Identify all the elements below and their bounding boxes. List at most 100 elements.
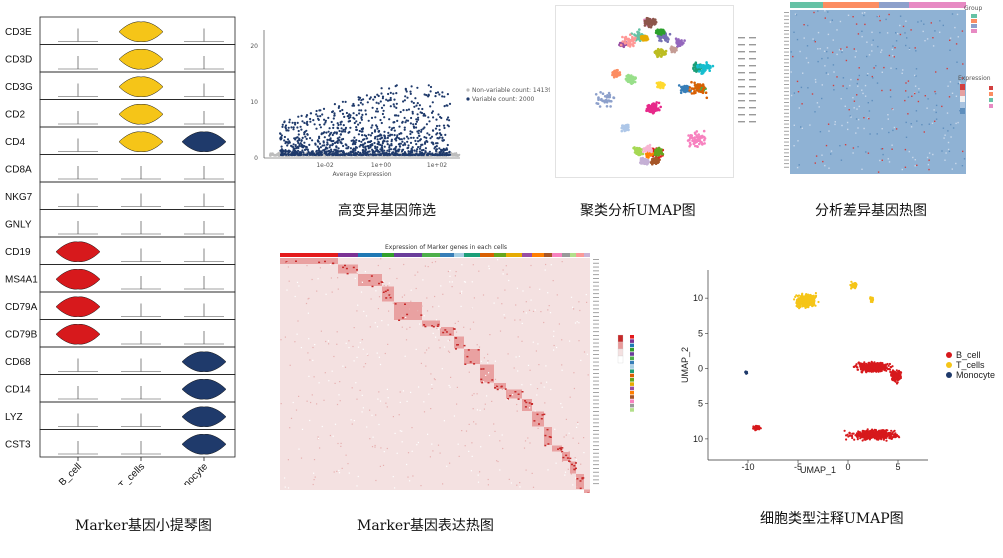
marker-heat-cell [417, 310, 419, 312]
hvg-point [297, 141, 300, 144]
marker-heat-cell [476, 344, 478, 346]
de-heat-cell [836, 53, 838, 56]
cluster-point [696, 84, 700, 87]
cluster-point [633, 147, 637, 150]
marker-heat-cell [439, 327, 441, 329]
de-colorbar-step [960, 102, 965, 108]
marker-heat-cell [384, 290, 387, 293]
marker-heat-block [562, 452, 570, 461]
de-heat-cell [814, 41, 816, 43]
cluster-point [654, 18, 657, 21]
marker-heat-cell [561, 451, 564, 453]
marker-heat-cell [309, 359, 311, 361]
hvg-point [332, 150, 335, 153]
marker-heat-cell [448, 339, 451, 341]
hvg-point [428, 150, 431, 153]
marker-heat-cell [493, 302, 495, 304]
de-heat-cell [897, 33, 899, 35]
hvg-point [286, 138, 290, 141]
marker-heat-cell [524, 406, 527, 408]
de-heat-cell [934, 30, 936, 32]
marker-heat-cell [434, 295, 436, 298]
cluster-point [679, 91, 683, 95]
cluster-point [619, 43, 623, 47]
violin-x-labels: B_cell T_cells Monocyte [57, 457, 210, 485]
marker-heat-cell [475, 423, 477, 425]
marker-heat-cell [389, 296, 392, 299]
de-heat-cell [887, 158, 889, 160]
de-heat-cell [947, 130, 949, 132]
cluster-point [686, 89, 689, 93]
marker-heat-cell [503, 314, 505, 316]
cluster-point [689, 136, 692, 140]
violin-gene-label: CD79B [5, 329, 38, 340]
marker-heat-cell [491, 379, 494, 381]
hvg-point [419, 153, 422, 156]
de-heat-cell [809, 124, 811, 126]
cluster-point [628, 41, 631, 45]
cluster-legend-mark [749, 58, 756, 60]
de-heat-cell [912, 156, 914, 159]
marker-heat-cell [377, 398, 379, 400]
violin-gene-label: CD14 [5, 384, 31, 395]
marker-heat-cell [534, 309, 536, 311]
marker-heat-cell [543, 321, 545, 324]
hvg-point [315, 113, 318, 116]
hvg-point [297, 115, 300, 118]
de-heat-cell [855, 118, 858, 120]
cluster-point [660, 54, 663, 58]
hvg-point [398, 125, 401, 128]
de-row-label-mark [784, 163, 789, 165]
hvg-point [401, 120, 404, 123]
de-heat-cell [933, 109, 935, 111]
hvg-point [370, 116, 374, 119]
marker-heat-cell [527, 364, 530, 366]
cluster-legend-mark [738, 44, 745, 46]
cluster-point [631, 81, 634, 85]
marker-heat-cell [383, 284, 385, 287]
marker-heat-block [464, 349, 480, 364]
hvg-point [349, 116, 352, 119]
de-heat-cell [910, 126, 913, 128]
marker-heat-cell [421, 305, 423, 307]
marker-heat-cell [423, 315, 425, 317]
cluster-point [642, 150, 645, 154]
hvg-point [333, 103, 336, 106]
hvg-point [424, 147, 427, 150]
marker-heat-block [522, 399, 532, 411]
cluster-point [636, 150, 640, 154]
hvg-point [324, 152, 328, 155]
marker-heat-cell [420, 485, 422, 487]
hvg-point [284, 127, 287, 130]
cluster-point [659, 38, 662, 42]
cluster-point [667, 38, 670, 41]
de-heat-cell [891, 148, 893, 150]
hvg-point [337, 153, 340, 156]
hvg-point [314, 153, 317, 156]
hvg-point [318, 123, 321, 126]
de-heat-cell [956, 13, 959, 16]
hvg-point [345, 152, 348, 155]
hvg-point [300, 114, 303, 117]
de-heat-cell [889, 89, 892, 91]
de-heat-cell [852, 16, 854, 18]
hvg-point [358, 109, 361, 112]
marker-heat-cell [540, 311, 542, 313]
hvg-point [397, 148, 400, 151]
de-heat-cell [892, 129, 894, 132]
de-heat-cell [939, 20, 941, 22]
marker-heat-cell [587, 374, 589, 376]
hvg-point [442, 124, 446, 127]
hvg-point [355, 126, 358, 129]
marker-heat-cell [439, 347, 441, 349]
marker-heat-cell [547, 469, 549, 471]
cluster-point [594, 93, 598, 96]
hvg-point [314, 142, 317, 145]
marker-heat-cell [494, 378, 497, 380]
marker-heat-cell [377, 264, 379, 267]
marker-heat-cell [375, 290, 377, 292]
de-row-label-mark [784, 127, 789, 129]
marker-heat-cell [464, 281, 467, 283]
de-heat-cell [853, 107, 855, 109]
marker-heat-cell [376, 326, 379, 328]
